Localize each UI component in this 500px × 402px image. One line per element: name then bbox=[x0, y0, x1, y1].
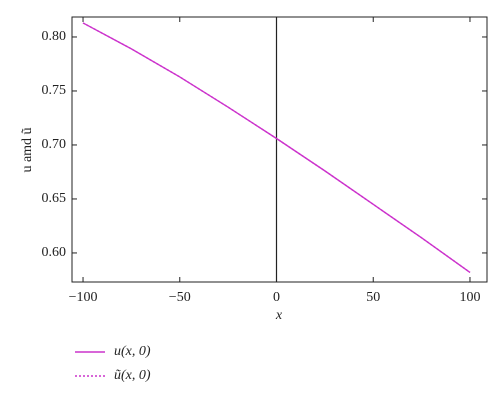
x-tick-label: −100 bbox=[69, 290, 98, 305]
y-tick-label: 0.80 bbox=[42, 29, 67, 44]
series-line bbox=[82, 22, 471, 273]
y-tick-label: 0.60 bbox=[42, 245, 67, 260]
legend-label: ũ(x, 0) bbox=[114, 368, 151, 383]
legend-label: u(x, 0) bbox=[114, 344, 151, 359]
y-axis-label: u amd ũ bbox=[20, 127, 35, 172]
x-tick-label: 100 bbox=[459, 290, 480, 305]
x-axis-label: x bbox=[275, 308, 283, 323]
y-tick-label: 0.70 bbox=[42, 137, 67, 152]
x-tick-label: 50 bbox=[366, 290, 380, 305]
x-tick-label: −50 bbox=[169, 290, 191, 305]
y-tick-label: 0.75 bbox=[42, 83, 67, 98]
x-tick-label: 0 bbox=[273, 290, 280, 305]
y-tick-label: 0.65 bbox=[42, 191, 67, 206]
plot-frame bbox=[71, 16, 488, 283]
